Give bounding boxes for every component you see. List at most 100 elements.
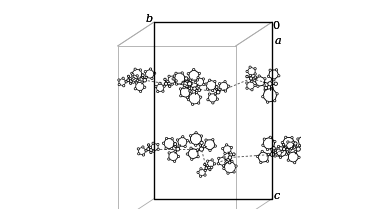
- Circle shape: [298, 144, 301, 147]
- Circle shape: [179, 88, 181, 90]
- Circle shape: [267, 75, 270, 78]
- Circle shape: [294, 142, 297, 145]
- Circle shape: [260, 161, 262, 164]
- Circle shape: [185, 77, 187, 79]
- Circle shape: [251, 89, 253, 91]
- Circle shape: [149, 68, 152, 70]
- Circle shape: [264, 89, 266, 91]
- Circle shape: [183, 87, 185, 89]
- Circle shape: [269, 136, 271, 138]
- Circle shape: [224, 152, 226, 155]
- Circle shape: [196, 79, 199, 81]
- Circle shape: [284, 146, 287, 149]
- Circle shape: [156, 90, 159, 93]
- Circle shape: [195, 132, 197, 134]
- Circle shape: [164, 78, 166, 81]
- Circle shape: [274, 140, 276, 143]
- Circle shape: [132, 77, 135, 79]
- Circle shape: [261, 150, 263, 153]
- Circle shape: [224, 80, 226, 83]
- Circle shape: [228, 161, 231, 164]
- Circle shape: [275, 69, 278, 71]
- Circle shape: [214, 145, 216, 147]
- Circle shape: [231, 160, 233, 163]
- Circle shape: [190, 91, 192, 93]
- Circle shape: [174, 150, 176, 152]
- Circle shape: [285, 136, 287, 139]
- Circle shape: [143, 86, 146, 88]
- Circle shape: [269, 69, 271, 71]
- Circle shape: [142, 146, 144, 148]
- Circle shape: [207, 99, 209, 101]
- Circle shape: [149, 146, 152, 149]
- Circle shape: [157, 148, 160, 150]
- Circle shape: [168, 158, 170, 160]
- Text: a: a: [274, 36, 281, 46]
- Circle shape: [125, 81, 127, 83]
- Circle shape: [174, 143, 177, 146]
- Circle shape: [263, 84, 265, 86]
- Circle shape: [277, 147, 279, 149]
- Circle shape: [141, 74, 143, 76]
- Circle shape: [266, 148, 269, 151]
- Circle shape: [178, 145, 180, 147]
- Circle shape: [203, 163, 206, 166]
- Circle shape: [123, 85, 125, 87]
- Circle shape: [173, 75, 176, 77]
- Circle shape: [129, 78, 131, 80]
- Circle shape: [145, 150, 147, 152]
- Circle shape: [206, 164, 209, 167]
- Circle shape: [249, 66, 251, 68]
- Circle shape: [292, 141, 294, 143]
- Circle shape: [168, 75, 170, 78]
- Circle shape: [165, 137, 168, 140]
- Circle shape: [186, 85, 188, 88]
- Circle shape: [142, 74, 144, 77]
- Circle shape: [187, 98, 190, 101]
- Circle shape: [187, 79, 189, 81]
- Circle shape: [118, 83, 120, 86]
- Circle shape: [171, 138, 173, 140]
- Circle shape: [217, 163, 220, 165]
- Circle shape: [249, 77, 252, 80]
- Circle shape: [211, 159, 213, 161]
- Circle shape: [200, 168, 202, 170]
- Circle shape: [222, 165, 225, 167]
- Circle shape: [145, 76, 147, 79]
- Circle shape: [136, 79, 139, 82]
- Circle shape: [207, 160, 209, 162]
- Circle shape: [174, 143, 176, 145]
- Circle shape: [296, 147, 300, 151]
- Circle shape: [134, 68, 136, 70]
- Circle shape: [140, 90, 142, 93]
- Circle shape: [176, 139, 179, 141]
- Circle shape: [278, 145, 279, 148]
- Circle shape: [283, 148, 286, 151]
- Circle shape: [171, 147, 173, 150]
- Circle shape: [225, 144, 228, 146]
- Circle shape: [233, 171, 235, 173]
- Circle shape: [200, 141, 202, 143]
- Circle shape: [139, 69, 142, 71]
- Circle shape: [273, 79, 275, 81]
- Circle shape: [267, 160, 269, 162]
- Circle shape: [228, 156, 232, 159]
- Circle shape: [135, 82, 138, 84]
- Circle shape: [274, 99, 276, 102]
- Circle shape: [215, 86, 218, 88]
- Circle shape: [198, 72, 201, 75]
- Circle shape: [208, 93, 211, 95]
- Circle shape: [197, 155, 199, 158]
- Circle shape: [191, 103, 194, 106]
- Circle shape: [172, 78, 174, 80]
- Circle shape: [293, 146, 296, 148]
- Circle shape: [285, 153, 288, 155]
- Text: 0: 0: [272, 21, 279, 31]
- Circle shape: [211, 89, 214, 92]
- Circle shape: [232, 153, 235, 156]
- Circle shape: [187, 73, 189, 75]
- Circle shape: [298, 156, 300, 158]
- Circle shape: [188, 87, 191, 89]
- Circle shape: [200, 135, 203, 137]
- Circle shape: [200, 147, 203, 151]
